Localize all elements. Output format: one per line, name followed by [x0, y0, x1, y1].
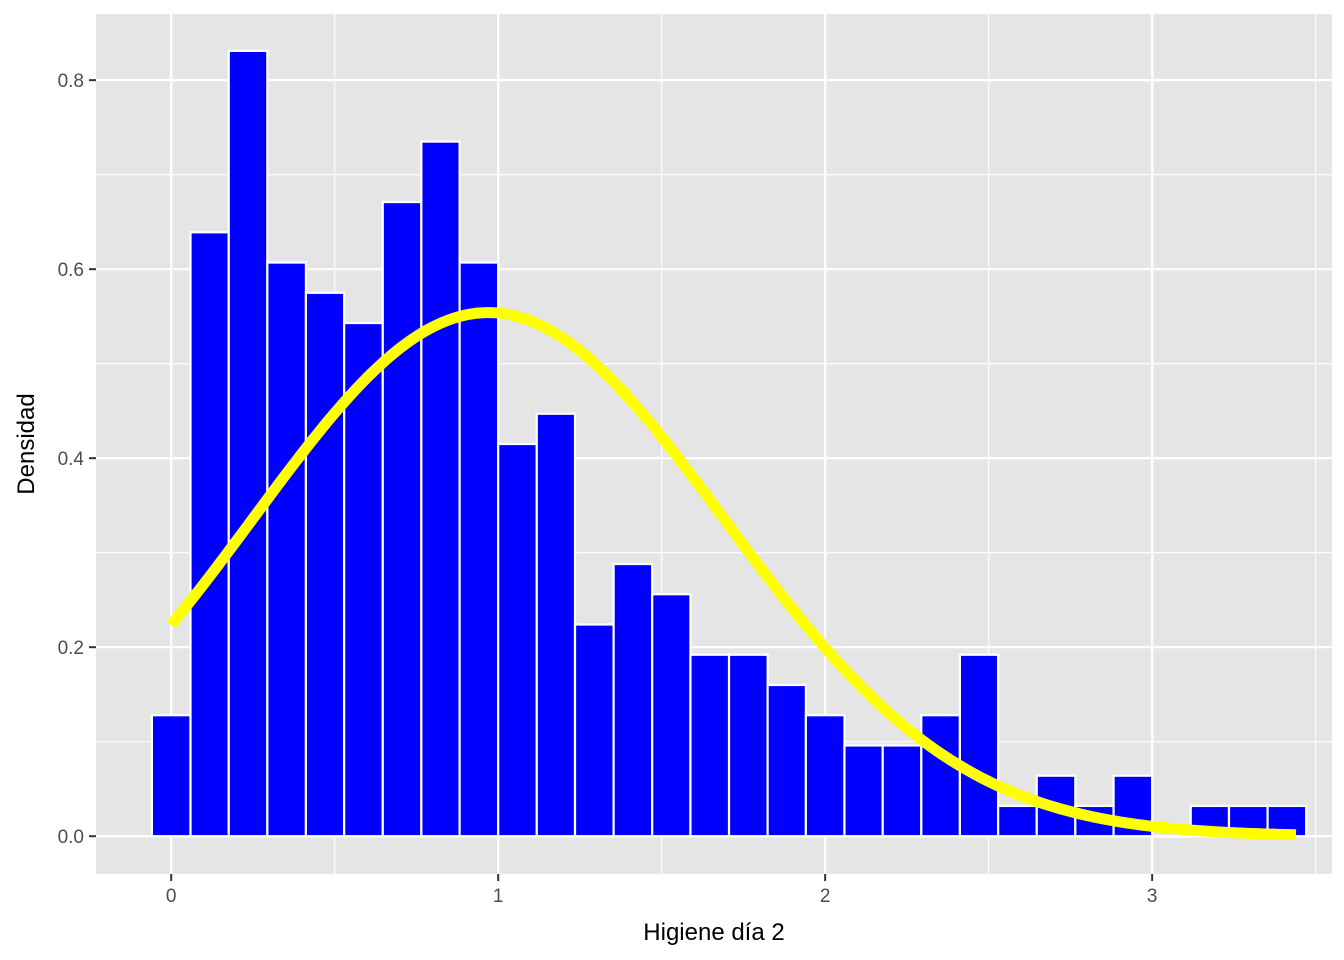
y-axis-ticks: 0.0 0.2 0.4 0.6 0.8 [58, 71, 96, 848]
histogram-bar [958, 653, 1000, 838]
x-axis-title: Higiene día 2 [643, 919, 784, 946]
histogram-bar [381, 200, 423, 838]
histogram-bar [535, 412, 577, 838]
histogram-bar [189, 231, 230, 838]
density-curve [166, 307, 1297, 841]
x-axis-ticks: 0 1 2 3 [166, 874, 1158, 907]
histogram-bar [612, 562, 654, 838]
histogram-bar [150, 714, 192, 838]
x-tick-label: 1 [493, 886, 504, 907]
histogram-bar [458, 261, 500, 838]
histogram-bar [497, 442, 538, 838]
histogram-bar [920, 714, 961, 838]
histogram-bar [727, 653, 769, 838]
histogram-bars [150, 49, 1308, 838]
x-tick-label: 0 [166, 886, 177, 907]
histogram-bar [266, 261, 308, 838]
histogram-bar [689, 653, 731, 838]
histogram-bar [227, 49, 269, 838]
histogram-bar [997, 804, 1038, 838]
histogram-bar [843, 744, 884, 838]
histogram-bar [420, 140, 461, 838]
y-tick-label: 0.6 [58, 260, 84, 281]
y-tick-label: 0.8 [58, 71, 84, 92]
y-tick-label: 0.4 [58, 449, 85, 470]
histogram-bar [766, 683, 807, 838]
histogram-bar [304, 291, 346, 838]
x-tick-label: 2 [820, 886, 831, 907]
y-axis-title: Densidad [13, 393, 40, 494]
histogram-bar [651, 593, 692, 838]
y-tick-label: 0.0 [58, 827, 84, 848]
histogram-bar [343, 321, 384, 838]
histogram-bar [1151, 835, 1192, 838]
histogram-bar [804, 714, 846, 838]
histogram-bar [573, 623, 615, 838]
x-tick-label: 3 [1147, 886, 1158, 907]
y-tick-label: 0.2 [58, 638, 84, 659]
histogram-bar [881, 744, 923, 838]
